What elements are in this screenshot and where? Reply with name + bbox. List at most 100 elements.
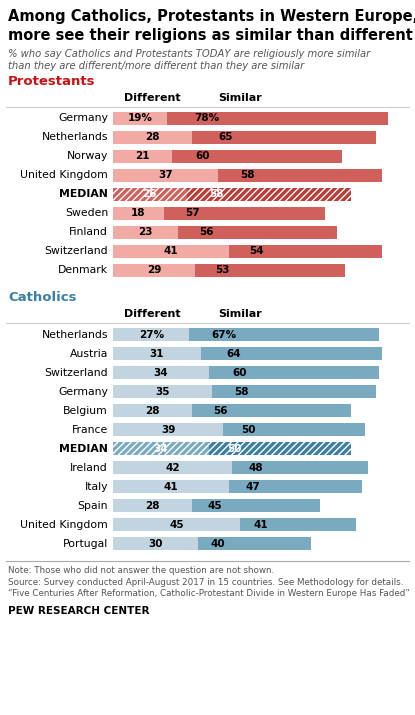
Bar	[113, 537, 198, 551]
Bar	[113, 226, 178, 239]
Text: MEDIAN: MEDIAN	[59, 444, 108, 454]
Text: Ireland: Ireland	[70, 463, 108, 473]
Text: Portugal: Portugal	[63, 538, 108, 548]
Bar	[201, 347, 382, 360]
Bar	[195, 264, 345, 277]
Text: 56: 56	[199, 227, 214, 237]
Text: 35: 35	[155, 387, 170, 397]
Bar	[113, 347, 201, 360]
Bar	[113, 328, 189, 341]
Text: 48: 48	[249, 463, 264, 473]
Bar	[113, 442, 209, 455]
Text: 28: 28	[145, 132, 160, 142]
Bar	[209, 366, 379, 379]
Bar	[113, 207, 164, 220]
Bar	[218, 169, 382, 182]
Bar	[113, 169, 218, 182]
Bar	[223, 423, 365, 436]
Text: 78%: 78%	[194, 114, 219, 124]
Bar	[113, 245, 229, 258]
Text: Catholics: Catholics	[8, 291, 76, 305]
Text: Different: Different	[124, 93, 180, 103]
Bar	[113, 404, 192, 417]
Text: 41: 41	[164, 482, 178, 492]
Text: PEW RESEARCH CENTER: PEW RESEARCH CENTER	[8, 606, 149, 616]
Bar	[229, 480, 362, 493]
Text: 67%: 67%	[211, 330, 236, 340]
Text: Spain: Spain	[78, 500, 108, 511]
Bar	[164, 207, 325, 220]
Bar	[209, 442, 351, 455]
Text: 34: 34	[154, 444, 168, 454]
Text: Different: Different	[124, 310, 180, 320]
Bar	[198, 537, 311, 551]
Text: Austria: Austria	[70, 349, 108, 359]
Text: 40: 40	[211, 538, 226, 548]
Text: Italy: Italy	[85, 482, 108, 492]
Bar	[189, 328, 379, 341]
Bar	[113, 442, 209, 455]
Text: Belgium: Belgium	[63, 405, 108, 415]
Bar	[178, 226, 337, 239]
Bar	[187, 188, 351, 201]
Text: United Kingdom: United Kingdom	[20, 520, 108, 530]
Text: MEDIAN: MEDIAN	[59, 189, 108, 199]
Bar	[187, 188, 351, 201]
Text: 34: 34	[154, 368, 168, 378]
Text: 60: 60	[232, 368, 247, 378]
Bar	[192, 131, 376, 144]
Text: 42: 42	[165, 463, 180, 473]
Text: 64: 64	[226, 349, 241, 359]
Text: 54: 54	[249, 247, 264, 257]
Bar	[113, 188, 187, 201]
Bar	[113, 150, 172, 163]
Text: 31: 31	[150, 349, 164, 359]
Text: 58: 58	[234, 387, 249, 397]
Text: Germany: Germany	[58, 114, 108, 124]
Bar	[113, 188, 187, 201]
Text: 57: 57	[186, 208, 200, 218]
Text: Switzerland: Switzerland	[44, 368, 108, 378]
Text: 58: 58	[240, 170, 254, 180]
Text: 23: 23	[138, 227, 153, 237]
Bar	[172, 150, 342, 163]
Text: 65: 65	[218, 132, 232, 142]
Text: United Kingdom: United Kingdom	[20, 170, 108, 180]
Text: Finland: Finland	[69, 227, 108, 237]
Text: 29: 29	[147, 265, 161, 275]
Bar	[229, 245, 382, 258]
Text: Sweden: Sweden	[65, 208, 108, 218]
Text: 53: 53	[215, 265, 229, 275]
Bar	[113, 264, 195, 277]
Text: 50: 50	[227, 444, 242, 454]
Text: 18: 18	[131, 208, 146, 218]
Text: 37: 37	[158, 170, 173, 180]
Text: Switzerland: Switzerland	[44, 247, 108, 257]
Text: France: France	[72, 425, 108, 435]
Text: Netherlands: Netherlands	[42, 132, 108, 142]
Text: 21: 21	[135, 152, 150, 162]
Text: Similar: Similar	[218, 93, 262, 103]
Text: 28: 28	[145, 405, 160, 415]
Text: 45: 45	[208, 500, 222, 511]
Bar	[232, 461, 368, 474]
Text: 39: 39	[161, 425, 176, 435]
Bar	[113, 423, 223, 436]
Text: Norway: Norway	[67, 152, 108, 162]
Text: Netherlands: Netherlands	[42, 330, 108, 340]
Bar	[113, 480, 229, 493]
Text: Denmark: Denmark	[58, 265, 108, 275]
Text: Note: Those who did not answer the question are not shown.
Source: Survey conduc: Note: Those who did not answer the quest…	[8, 566, 410, 598]
Bar	[113, 366, 209, 379]
Bar	[192, 499, 320, 512]
Bar	[167, 112, 388, 125]
Text: % who say Catholics and Protestants TODAY are religiously more similar
than they: % who say Catholics and Protestants TODA…	[8, 49, 370, 72]
Bar	[192, 404, 351, 417]
Text: 47: 47	[246, 482, 260, 492]
Text: Protestants: Protestants	[8, 75, 95, 88]
Text: 26: 26	[142, 189, 157, 199]
Text: 41: 41	[164, 247, 178, 257]
Text: 28: 28	[145, 500, 160, 511]
Bar	[113, 461, 232, 474]
Bar	[113, 131, 192, 144]
